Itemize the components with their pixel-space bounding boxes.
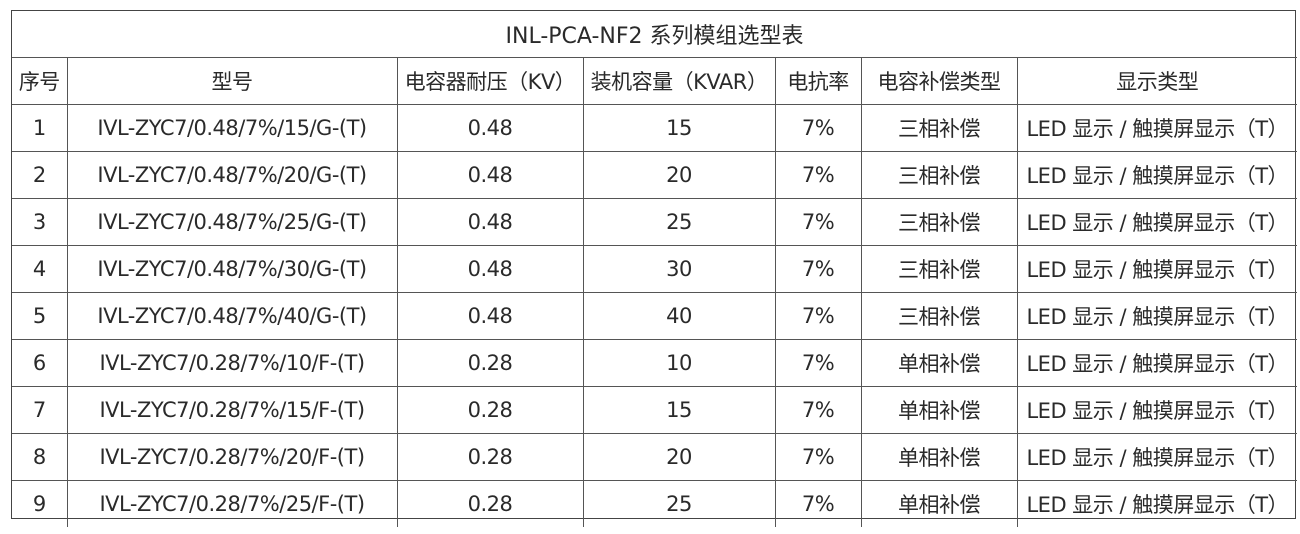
cell-index: 3: [12, 198, 68, 246]
cell-voltage: 0.48: [396, 198, 584, 246]
cell-reactance: 7%: [774, 151, 862, 199]
cell-display-type: LED 显示 / 触摸屏显示（T）: [1016, 104, 1298, 152]
cell-model: IVL-ZYC7/0.48/7%/30/G-(T): [66, 245, 398, 293]
cell-index: 7: [12, 386, 68, 434]
title-row: INL-PCA-NF2 系列模组选型表: [12, 11, 1298, 58]
table-row: 4 IVL-ZYC7/0.48/7%/30/G-(T) 0.48 30 7% 三…: [12, 245, 1298, 293]
header-row: 序号 型号 电容器耐压（KV） 装机容量（KVAR） 电抗率 电容补偿类型 显示…: [12, 57, 1298, 105]
header-compensation-type: 电容补偿类型: [860, 57, 1018, 105]
cell-capacity: 25: [582, 198, 776, 246]
cell-compensation-type: 单相补偿: [860, 339, 1018, 387]
cell-capacity: 15: [582, 104, 776, 152]
table-row: 2 IVL-ZYC7/0.48/7%/20/G-(T) 0.48 20 7% 三…: [12, 151, 1298, 199]
header-capacity: 装机容量（KVAR）: [582, 57, 776, 105]
header-reactance: 电抗率: [774, 57, 862, 105]
cell-index: 8: [12, 433, 68, 481]
cell-reactance: 7%: [774, 386, 862, 434]
header-voltage: 电容器耐压（KV）: [396, 57, 584, 105]
cell-compensation-type: 单相补偿: [860, 433, 1018, 481]
cell-compensation-type: 三相补偿: [860, 245, 1018, 293]
table-title: INL-PCA-NF2 系列模组选型表: [12, 11, 1298, 58]
cell-display-type: LED 显示 / 触摸屏显示（T）: [1016, 151, 1298, 199]
cell-model: IVL-ZYC7/0.48/7%/15/G-(T): [66, 104, 398, 152]
cell-reactance: 7%: [774, 104, 862, 152]
cell-model: IVL-ZYC7/0.28/7%/10/F-(T): [66, 339, 398, 387]
cell-index: 5: [12, 292, 68, 340]
cell-compensation-type: 三相补偿: [860, 151, 1018, 199]
cell-model: IVL-ZYC7/0.28/7%/20/F-(T): [66, 433, 398, 481]
cell-display-type: LED 显示 / 触摸屏显示（T）: [1016, 480, 1298, 527]
cell-capacity: 25: [582, 480, 776, 527]
cell-reactance: 7%: [774, 292, 862, 340]
selection-table-container: INL-PCA-NF2 系列模组选型表 序号 型号 电容器耐压（KV） 装机容量…: [11, 10, 1298, 527]
cell-index: 1: [12, 104, 68, 152]
cell-display-type: LED 显示 / 触摸屏显示（T）: [1016, 433, 1298, 481]
table-row: 6 IVL-ZYC7/0.28/7%/10/F-(T) 0.28 10 7% 单…: [12, 339, 1298, 387]
cell-model: IVL-ZYC7/0.48/7%/40/G-(T): [66, 292, 398, 340]
cell-compensation-type: 三相补偿: [860, 292, 1018, 340]
table-row: 3 IVL-ZYC7/0.48/7%/25/G-(T) 0.48 25 7% 三…: [12, 198, 1298, 246]
cell-voltage: 0.28: [396, 480, 584, 527]
cell-capacity: 20: [582, 433, 776, 481]
table-row: 5 IVL-ZYC7/0.48/7%/40/G-(T) 0.48 40 7% 三…: [12, 292, 1298, 340]
cell-display-type: LED 显示 / 触摸屏显示（T）: [1016, 386, 1298, 434]
cell-reactance: 7%: [774, 480, 862, 527]
cell-compensation-type: 三相补偿: [860, 198, 1018, 246]
cell-index: 6: [12, 339, 68, 387]
cell-capacity: 10: [582, 339, 776, 387]
cell-model: IVL-ZYC7/0.48/7%/20/G-(T): [66, 151, 398, 199]
header-display-type: 显示类型: [1016, 57, 1298, 105]
cell-compensation-type: 单相补偿: [860, 386, 1018, 434]
cell-index: 9: [12, 480, 68, 527]
cell-model: IVL-ZYC7/0.28/7%/25/F-(T): [66, 480, 398, 527]
cell-index: 2: [12, 151, 68, 199]
cell-display-type: LED 显示 / 触摸屏显示（T）: [1016, 245, 1298, 293]
cell-index: 4: [12, 245, 68, 293]
cell-compensation-type: 单相补偿: [860, 480, 1018, 527]
cell-voltage: 0.28: [396, 433, 584, 481]
cell-model: IVL-ZYC7/0.28/7%/15/F-(T): [66, 386, 398, 434]
header-model: 型号: [66, 57, 398, 105]
cell-reactance: 7%: [774, 198, 862, 246]
cell-capacity: 40: [582, 292, 776, 340]
cell-voltage: 0.48: [396, 151, 584, 199]
cell-display-type: LED 显示 / 触摸屏显示（T）: [1016, 198, 1298, 246]
cell-capacity: 20: [582, 151, 776, 199]
table-row: 9 IVL-ZYC7/0.28/7%/25/F-(T) 0.28 25 7% 单…: [12, 480, 1298, 527]
cell-voltage: 0.48: [396, 104, 584, 152]
table-row: 1 IVL-ZYC7/0.48/7%/15/G-(T) 0.48 15 7% 三…: [12, 104, 1298, 152]
cell-display-type: LED 显示 / 触摸屏显示（T）: [1016, 339, 1298, 387]
cell-voltage: 0.28: [396, 386, 584, 434]
cell-voltage: 0.48: [396, 292, 584, 340]
cell-reactance: 7%: [774, 245, 862, 293]
cell-capacity: 30: [582, 245, 776, 293]
cell-voltage: 0.28: [396, 339, 584, 387]
cell-display-type: LED 显示 / 触摸屏显示（T）: [1016, 292, 1298, 340]
cell-capacity: 15: [582, 386, 776, 434]
cell-reactance: 7%: [774, 339, 862, 387]
table-row: 8 IVL-ZYC7/0.28/7%/20/F-(T) 0.28 20 7% 单…: [12, 433, 1298, 481]
cell-voltage: 0.48: [396, 245, 584, 293]
header-index: 序号: [12, 57, 68, 105]
cell-model: IVL-ZYC7/0.48/7%/25/G-(T): [66, 198, 398, 246]
model-selection-table: INL-PCA-NF2 系列模组选型表 序号 型号 电容器耐压（KV） 装机容量…: [12, 11, 1298, 527]
table-row: 7 IVL-ZYC7/0.28/7%/15/F-(T) 0.28 15 7% 单…: [12, 386, 1298, 434]
cell-reactance: 7%: [774, 433, 862, 481]
cell-compensation-type: 三相补偿: [860, 104, 1018, 152]
